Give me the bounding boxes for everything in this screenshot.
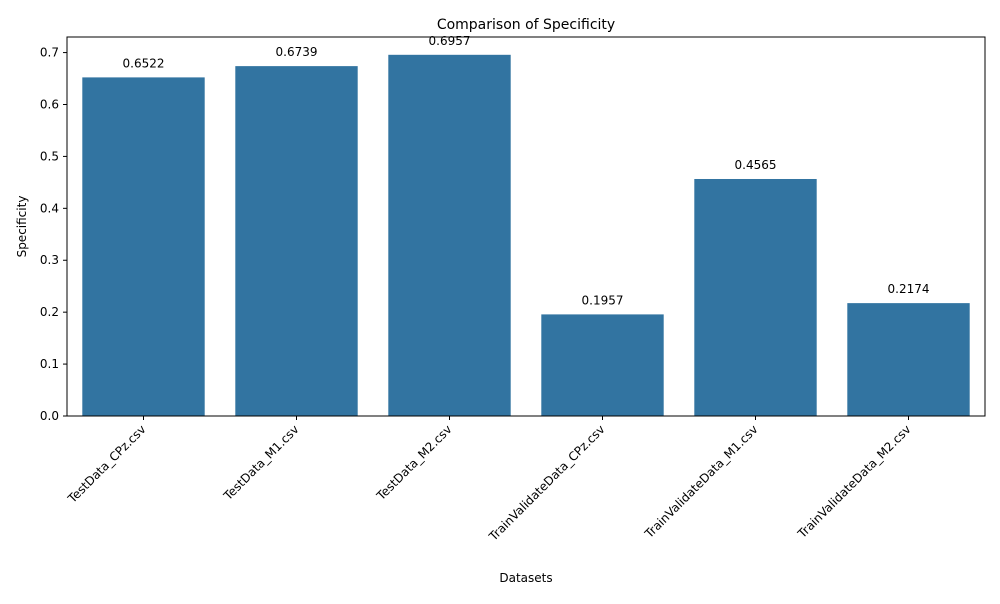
bar-1 [82,77,205,416]
bar-5 [694,178,817,416]
y-tick-label-7: 0.6 [40,97,59,111]
bars-layer [82,54,970,417]
data-label-1: 0.6522 [123,56,165,70]
y-tick-label-1: 0.0 [40,409,59,423]
y-tick-label-5: 0.4 [40,201,59,215]
y-tick-label-8: 0.7 [40,46,59,60]
y-axis: 0.0 0.1 0.2 0.3 0.4 0.5 0.6 0.7 [40,46,67,423]
plot-frame [66,36,986,417]
bar-3 [388,54,511,417]
y-tick-label-6: 0.5 [40,149,59,163]
data-label-3: 0.6957 [429,34,471,48]
bar-2 [235,66,358,417]
chart-title: Comparison of Specificity [437,17,615,33]
data-label-2: 0.6739 [276,45,318,59]
data-label-5: 0.4565 [735,158,777,172]
data-label-4: 0.1957 [582,293,624,307]
y-tick-label-4: 0.3 [40,253,59,267]
y-tick-label-2: 0.1 [40,357,59,371]
y-tick-label-3: 0.2 [40,305,59,319]
x-axis-title: Datasets [499,571,552,585]
data-labels-layer: 0.6522 0.6739 0.6957 0.1957 0.4565 0.2174 [123,34,930,308]
bar-6 [847,303,970,416]
y-axis-title: Specificity [15,196,29,258]
data-label-6: 0.2174 [888,282,930,296]
bar-4 [541,314,664,416]
